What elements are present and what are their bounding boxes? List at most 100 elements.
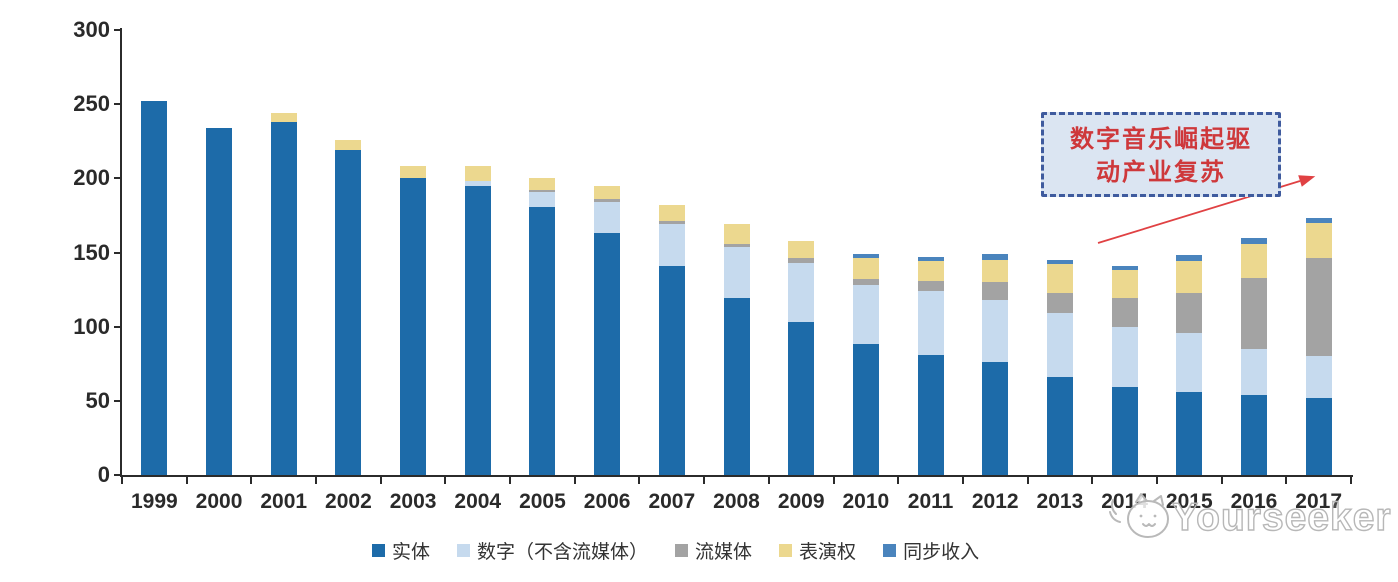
x-axis-label-2011: 2011 xyxy=(907,490,954,513)
bar-2015 xyxy=(1176,255,1203,475)
bar-segment-digital-excl-streaming xyxy=(1305,356,1332,398)
bar-segment-performance-rights xyxy=(917,261,944,281)
x-axis-label-2002: 2002 xyxy=(325,490,372,513)
bar-segment-sync-revenue xyxy=(1046,259,1073,265)
bar-segment-physical xyxy=(594,233,621,475)
bar-2010 xyxy=(852,254,879,475)
x-axis-label-2016: 2016 xyxy=(1230,490,1278,513)
bar-segment-sync-revenue xyxy=(1176,255,1203,262)
bar-2005 xyxy=(529,178,556,475)
y-axis-tick xyxy=(114,177,121,180)
y-axis-tick xyxy=(114,103,121,106)
x-axis-label-2000: 2000 xyxy=(195,490,243,513)
bar-segment-physical xyxy=(529,206,556,475)
bar-2012 xyxy=(982,254,1009,475)
x-axis-tick xyxy=(379,477,382,484)
x-axis-tick xyxy=(1155,477,1158,484)
bar-segment-performance-rights xyxy=(1176,261,1203,293)
bar-segment-digital-excl-streaming xyxy=(1111,326,1138,388)
bar-segment-digital-excl-streaming xyxy=(1240,348,1267,395)
bar-segment-streaming xyxy=(658,221,685,225)
bar-segment-streaming xyxy=(1305,258,1332,357)
bar-segment-physical xyxy=(206,127,233,475)
bar-segment-physical xyxy=(852,344,879,475)
bar-segment-sync-revenue xyxy=(1111,265,1138,271)
bar-2003 xyxy=(400,166,427,475)
x-axis-tick xyxy=(509,477,512,484)
bar-segment-physical xyxy=(723,298,750,475)
bar-segment-sync-revenue xyxy=(917,256,944,262)
bar-segment-physical xyxy=(1305,397,1332,475)
legend-swatch-digital-excl-streaming xyxy=(457,544,471,557)
bar-2004 xyxy=(464,166,491,475)
bar-2001 xyxy=(270,113,297,475)
bar-segment-digital-excl-streaming xyxy=(723,246,750,299)
bar-segment-physical xyxy=(141,101,168,475)
bar-segment-physical xyxy=(1176,391,1203,475)
x-axis-label-2003: 2003 xyxy=(389,490,437,513)
y-axis-tick xyxy=(114,474,121,476)
annotation-callout: 数字音乐崛起驱 动产业复苏 xyxy=(1041,112,1281,197)
bar-segment-digital-excl-streaming xyxy=(852,285,879,345)
bar-segment-performance-rights xyxy=(788,240,815,259)
y-axis-label: 250 xyxy=(73,91,110,117)
bar-2008 xyxy=(723,224,750,475)
x-axis-tick xyxy=(185,477,188,484)
legend-item-sync-revenue: 同步收入 xyxy=(883,537,979,564)
bar-segment-performance-rights xyxy=(529,178,556,191)
bar-segment-sync-revenue xyxy=(852,254,879,259)
bar-segment-physical xyxy=(788,322,815,475)
bar-segment-performance-rights xyxy=(723,224,750,244)
bar-segment-physical xyxy=(270,121,297,475)
x-axis-line xyxy=(120,475,1353,477)
y-axis-line xyxy=(120,28,122,477)
bar-segment-streaming xyxy=(982,282,1009,300)
bar-segment-performance-rights xyxy=(1305,222,1332,259)
bar-segment-sync-revenue xyxy=(982,254,1009,260)
y-axis-tick xyxy=(114,29,121,31)
bar-segment-physical xyxy=(335,150,362,475)
bar-segment-physical xyxy=(982,362,1009,475)
x-axis-tick xyxy=(1350,477,1352,484)
y-axis-tick xyxy=(114,325,121,328)
bar-segment-streaming xyxy=(723,243,750,247)
watermark-text: Yourseeker xyxy=(1171,495,1392,539)
bar-segment-streaming xyxy=(594,199,621,203)
bar-segment-digital-excl-streaming xyxy=(1046,313,1073,378)
x-axis-tick xyxy=(1091,477,1094,484)
y-axis-label: 300 xyxy=(73,17,110,42)
legend-item-streaming: 流媒体 xyxy=(675,537,752,564)
bar-segment-physical xyxy=(464,185,491,475)
y-axis-label: 0 xyxy=(97,462,110,487)
bar-segment-digital-excl-streaming xyxy=(529,191,556,207)
bar-segment-performance-rights xyxy=(852,258,879,280)
bar-segment-performance-rights xyxy=(270,113,297,122)
bar-segment-digital-excl-streaming xyxy=(1176,332,1203,392)
x-axis-label-2004: 2004 xyxy=(454,490,502,513)
x-axis-label-1999: 1999 xyxy=(130,490,178,513)
bar-segment-streaming xyxy=(1176,292,1203,333)
x-axis-label-2012: 2012 xyxy=(971,490,1019,513)
bar-segment-physical xyxy=(658,265,685,475)
bar-segment-streaming xyxy=(788,258,815,263)
bar-segment-performance-rights xyxy=(594,185,621,200)
bar-2007 xyxy=(658,205,685,475)
y-axis-label: 200 xyxy=(73,165,110,191)
bar-1999 xyxy=(141,101,168,475)
bar-segment-performance-rights xyxy=(335,139,362,151)
legend-item-performance-rights: 表演权 xyxy=(779,537,856,564)
bar-segment-streaming xyxy=(1046,292,1073,314)
x-axis-label-2015: 2015 xyxy=(1165,490,1213,513)
x-axis-tick xyxy=(121,477,123,484)
bar-2016 xyxy=(1240,237,1267,475)
y-axis-tick xyxy=(114,399,121,402)
x-axis-tick xyxy=(573,477,576,484)
x-axis-label-2007: 2007 xyxy=(648,490,696,513)
bar-segment-performance-rights xyxy=(400,166,427,179)
x-axis-label-2008: 2008 xyxy=(713,490,760,513)
bar-segment-performance-rights xyxy=(1240,243,1267,278)
bar-2013 xyxy=(1046,259,1073,475)
legend: 实体 数字（不含流媒体） 流媒体 表演权 同步收入 xyxy=(372,537,979,564)
